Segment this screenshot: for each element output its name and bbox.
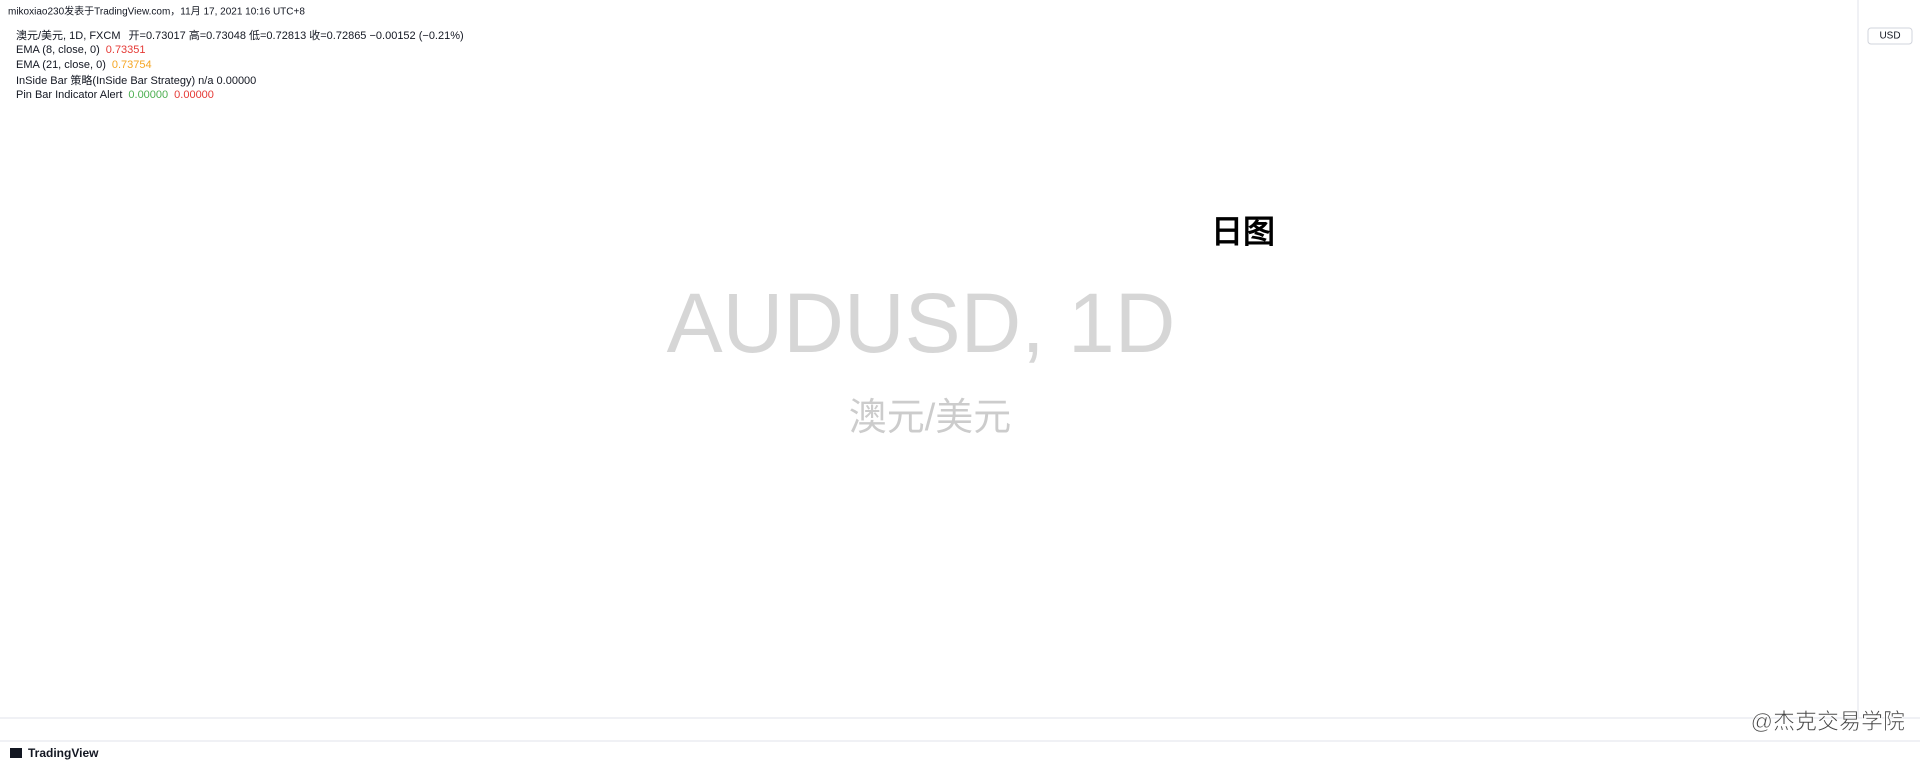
symbol-line: 澳元/美元, 1D, FXCM 开=0.73017 高=0.73048 低=0.7… (16, 28, 464, 42)
footer: TradingView @杰克交易学院 (10, 709, 1905, 760)
ohlc: 开=0.73017 高=0.73048 低=0.72813 收=0.72865 … (129, 28, 464, 42)
symbol: 澳元/美元, 1D, FXCM (16, 29, 121, 42)
credit: @杰克交易学院 (1751, 709, 1905, 734)
background-layer: AUDUSD, 1D 澳元/美元 (667, 276, 1176, 439)
legend-name: EMA (8, close, 0) (16, 44, 100, 56)
brand-logo (10, 748, 22, 758)
indicator-legend: InSide Bar 策略(InSide Bar Strategy) n/a 0… (16, 73, 256, 87)
pinbar-legend: Pin Bar Indicator Alert 0.00000 0.00000 (16, 89, 214, 101)
watermark: AUDUSD, 1D (667, 276, 1176, 370)
currency: USD (1879, 31, 1900, 42)
legend-value: 0.00000 (174, 89, 214, 101)
legend-value: 0.00000 (128, 89, 168, 101)
brand: TradingView (28, 746, 99, 760)
ema-legend: EMA (8, close, 0) 0.73351 (16, 44, 146, 56)
price-axis-bg (1858, 0, 1920, 770)
header: mikoxiao230发表于TradingView.com，11月 17, 20… (8, 5, 464, 101)
legend-name: Pin Bar Indicator Alert (16, 89, 122, 101)
annotation: 日图 (1211, 213, 1275, 249)
legend-value: 0.73754 (112, 59, 152, 71)
currency-box (1867, 27, 1913, 45)
attribution: mikoxiao230发表于TradingView.com，11月 17, 20… (8, 5, 305, 18)
ema-legend: EMA (21, close, 0) 0.73754 (16, 59, 152, 71)
overlay: 日图 (1211, 213, 1275, 249)
legend-value: 0.73351 (106, 44, 146, 56)
legend-name: EMA (21, close, 0) (16, 59, 106, 71)
watermark-sub: 澳元/美元 (849, 397, 1012, 439)
